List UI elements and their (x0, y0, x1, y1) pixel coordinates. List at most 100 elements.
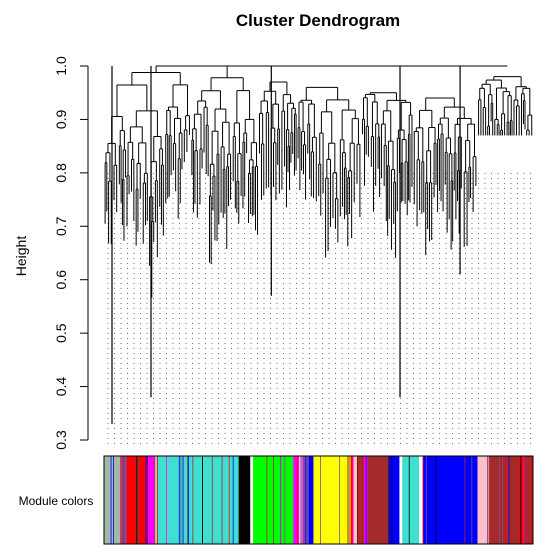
module-color-stripe (301, 456, 303, 544)
y-tick-label: 1.0 (53, 56, 69, 76)
module-color-stripe (408, 456, 410, 544)
module-color-stripe (523, 456, 525, 544)
module-color-segment (139, 456, 146, 544)
y-tick-label: 0.9 (53, 109, 69, 129)
module-color-segment (388, 456, 400, 544)
module-color-segment (308, 456, 314, 544)
module-color-stripe (188, 456, 189, 544)
module-color-stripe (347, 456, 349, 544)
module-color-segment (145, 456, 149, 544)
module-color-stripe (498, 456, 500, 544)
module-color-stripe (192, 456, 194, 544)
module-color-stripe (398, 456, 400, 544)
module-color-stripe (352, 456, 354, 544)
y-axis: 0.3 0.4 0.5 0.6 0.7 0.8 0.9 1.0 (53, 56, 89, 450)
module-color-segment (250, 456, 254, 544)
module-color-stripe (391, 456, 393, 544)
module-color-stripe (284, 456, 286, 544)
module-color-stripe (266, 456, 268, 544)
chart-title: Cluster Dendrogram (236, 11, 400, 30)
module-color-stripe (300, 456, 302, 544)
module-color-segment (353, 456, 359, 544)
y-tick-label: 0.7 (53, 216, 69, 236)
module-color-segment (366, 456, 390, 544)
module-color-stripe (369, 456, 371, 544)
module-color-stripe (365, 456, 367, 544)
module-color-stripe (297, 456, 299, 544)
module-color-stripe (110, 456, 112, 544)
y-tick-label: 0.8 (53, 163, 69, 183)
module-color-segment (154, 456, 158, 544)
module-color-stripe (120, 456, 122, 544)
module-color-stripe (366, 456, 368, 544)
module-color-stripe (180, 456, 182, 544)
module-color-stripe (487, 456, 488, 544)
module-color-segment (126, 456, 136, 544)
module-colors-label: Module colors (19, 494, 94, 508)
module-color-stripe (357, 456, 359, 544)
module-color-stripe (202, 456, 203, 544)
module-color-segment (358, 456, 365, 544)
module-color-segment (157, 456, 239, 544)
module-color-stripe (502, 456, 503, 544)
module-color-stripe (166, 456, 167, 544)
y-tick-label: 0.4 (53, 377, 69, 397)
module-color-segment (238, 456, 251, 544)
y-tick-label: 0.5 (53, 323, 69, 343)
module-color-segment (313, 456, 351, 544)
module-color-segment (489, 456, 521, 544)
module-color-segment (402, 456, 420, 544)
module-color-segment (293, 456, 300, 544)
module-color-stripe (422, 456, 424, 544)
module-color-stripe (508, 456, 510, 544)
y-tick-label: 0.3 (53, 430, 69, 450)
y-axis-label: Height (13, 236, 29, 277)
module-color-stripe (358, 456, 359, 544)
module-color-stripe (187, 456, 189, 544)
module-color-stripe (425, 456, 427, 544)
module-color-stripe (464, 456, 466, 544)
module-color-stripe (228, 456, 230, 544)
module-color-stripe (471, 456, 473, 544)
module-color-stripe (531, 456, 533, 544)
module-color-stripe (232, 456, 234, 544)
module-color-bar-border (103, 455, 534, 545)
dendrogram-branches (104, 65, 533, 424)
module-color-stripe (280, 456, 281, 544)
module-color-stripe (305, 456, 307, 544)
module-color-stripe (280, 456, 282, 544)
module-color-segment (350, 456, 354, 544)
module-color-stripe (348, 456, 350, 544)
module-color-stripe (505, 456, 506, 544)
module-color-stripe (320, 456, 321, 544)
module-color-stripe (178, 456, 180, 544)
module-color-segment (135, 456, 140, 544)
module-color-stripe (435, 456, 437, 544)
module-color-stripe (487, 456, 489, 544)
module-color-segment (422, 456, 478, 544)
module-color-segment (520, 456, 525, 544)
module-color-stripe (157, 456, 158, 544)
module-color-segment (399, 456, 403, 544)
module-color-segment (364, 456, 368, 544)
module-color-stripe (221, 456, 223, 544)
module-color-bar (103, 455, 534, 545)
module-color-stripe (113, 456, 114, 544)
module-color-stripe (273, 456, 274, 544)
module-color-segment (104, 456, 122, 544)
module-color-segment (477, 456, 490, 544)
module-color-stripe (387, 456, 389, 544)
module-color-stripe (211, 456, 213, 544)
module-color-segment (524, 456, 534, 544)
module-color-stripe (154, 456, 155, 544)
module-color-segment (147, 456, 155, 544)
module-color-segment (419, 456, 424, 544)
module-color-stripe (136, 456, 138, 544)
module-color-stripe (520, 456, 522, 544)
y-tick-label: 0.6 (53, 270, 69, 290)
module-color-stripe (123, 456, 125, 544)
module-color-stripe (517, 456, 519, 544)
module-color-stripe (339, 456, 341, 544)
module-color-stripe (182, 456, 184, 544)
